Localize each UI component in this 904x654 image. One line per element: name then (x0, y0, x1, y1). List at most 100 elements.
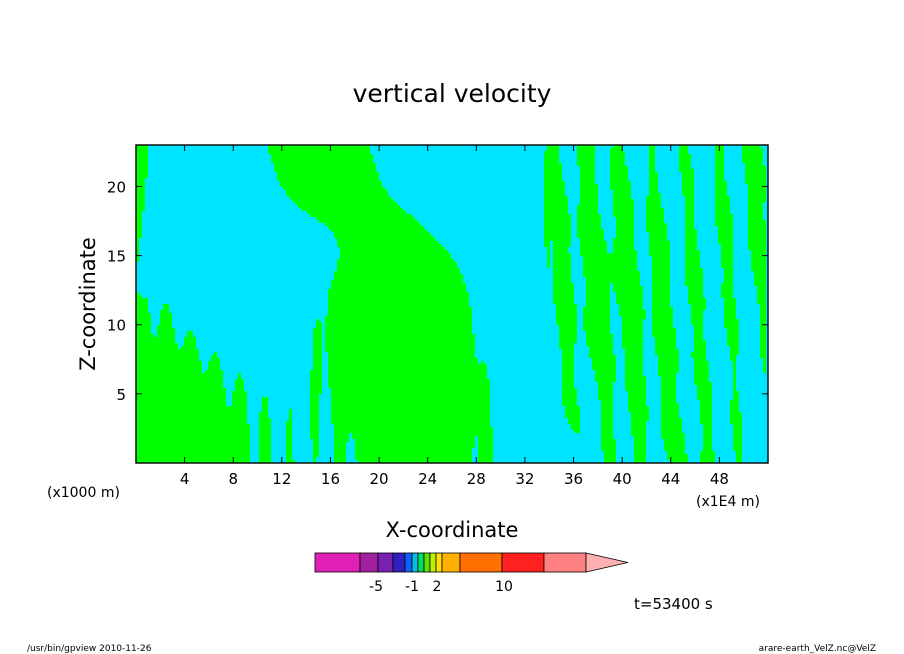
positive-region (478, 436, 493, 439)
positive-region (661, 406, 679, 409)
positive-region (313, 445, 319, 448)
positive-region (544, 178, 562, 181)
positive-region (334, 454, 346, 457)
positive-region (652, 298, 670, 301)
positive-region (583, 256, 637, 259)
positive-region (682, 172, 694, 175)
positive-region (631, 427, 646, 430)
positive-region (748, 238, 766, 241)
positive-region (355, 439, 475, 442)
positive-region (616, 292, 643, 295)
positive-region (577, 148, 595, 151)
positive-region (340, 253, 451, 256)
positive-region (682, 187, 694, 190)
positive-region (331, 391, 490, 394)
positive-region (733, 373, 736, 376)
positive-region (616, 301, 643, 304)
positive-region (613, 238, 634, 241)
positive-region (649, 169, 655, 172)
positive-region (289, 415, 292, 418)
positive-region (211, 355, 217, 358)
positive-region (748, 232, 766, 235)
positive-region (331, 229, 427, 232)
positive-region (733, 394, 739, 397)
positive-region (556, 304, 577, 307)
positive-region (700, 460, 715, 463)
positive-region (136, 355, 199, 358)
positive-region (160, 319, 172, 322)
positive-region (730, 418, 742, 421)
positive-region (205, 370, 223, 373)
positive-region (682, 181, 694, 184)
positive-region (337, 244, 442, 247)
positive-region (355, 442, 475, 445)
positive-region (661, 391, 676, 394)
positive-region (559, 340, 577, 343)
positive-region (136, 238, 139, 241)
positive-region (544, 244, 550, 247)
positive-region (721, 295, 733, 298)
positive-region (565, 409, 580, 412)
positive-region (661, 421, 682, 424)
positive-region (556, 310, 577, 313)
positive-region (580, 190, 598, 193)
positive-region (544, 172, 562, 175)
positive-region (562, 367, 574, 370)
positive-region (649, 181, 658, 184)
positive-region (655, 349, 679, 352)
positive-region (748, 193, 766, 196)
positive-region (691, 316, 703, 319)
positive-region (685, 217, 694, 220)
positive-region (289, 418, 292, 421)
positive-region (544, 196, 568, 199)
positive-region (136, 442, 250, 445)
positive-region (325, 340, 475, 343)
positive-region (544, 229, 571, 232)
x-tick-label: 24 (418, 470, 437, 488)
positive-region (313, 352, 322, 355)
positive-region (685, 208, 694, 211)
positive-region (748, 211, 763, 214)
positive-region (136, 418, 247, 421)
positive-region (646, 229, 667, 232)
positive-region (649, 157, 655, 160)
positive-region (262, 409, 268, 412)
positive-region (553, 277, 571, 280)
positive-region (328, 367, 487, 370)
positive-region (664, 445, 685, 448)
positive-region (583, 262, 637, 265)
positive-region (163, 307, 169, 310)
positive-region (286, 433, 292, 436)
positive-region (760, 352, 766, 355)
positive-region (622, 343, 643, 346)
positive-region (136, 166, 148, 169)
positive-region (652, 259, 670, 262)
positive-region (745, 172, 766, 175)
positive-region (136, 169, 148, 172)
positive-region (259, 445, 271, 448)
positive-region (286, 439, 292, 442)
positive-region (682, 190, 694, 193)
positive-region (634, 439, 646, 442)
positive-region (577, 154, 595, 157)
positive-region (313, 346, 322, 349)
positive-region (679, 169, 694, 172)
positive-region (691, 313, 703, 316)
positive-region (160, 316, 172, 319)
positive-region (313, 334, 322, 337)
positive-region (661, 427, 682, 430)
positive-region (742, 154, 763, 157)
positive-region (646, 196, 661, 199)
positive-region (136, 448, 250, 451)
positive-region (601, 433, 613, 436)
positive-region (136, 358, 199, 361)
positive-region (583, 307, 610, 310)
positive-region (685, 220, 694, 223)
positive-region (334, 277, 463, 280)
colorbar-swatch (377, 552, 394, 573)
positive-region (613, 250, 637, 253)
positive-region (622, 319, 643, 322)
positive-region (724, 280, 733, 283)
positive-region (136, 199, 145, 202)
positive-region (700, 415, 712, 418)
